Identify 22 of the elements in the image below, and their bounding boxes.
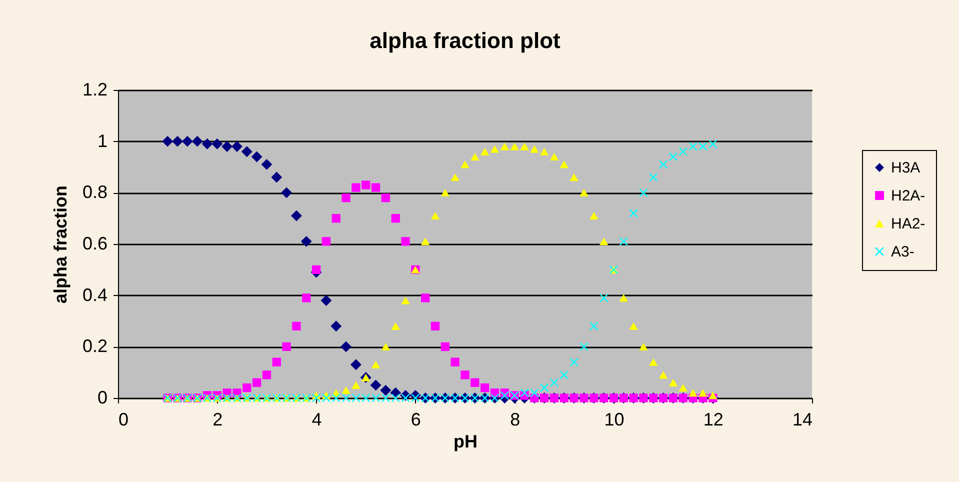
x-tick-label: 12 [703, 410, 724, 430]
x-tick-label: 0 [118, 410, 129, 430]
y-tick-label: 0.6 [82, 234, 108, 254]
x-tick-label: 2 [212, 410, 223, 430]
y-tick-label: 0.2 [82, 336, 108, 356]
y-tick-label: 0.8 [82, 182, 108, 202]
y-tick-label: 0 [97, 388, 108, 408]
legend-label: A3- [891, 244, 914, 260]
y-axis-title: alpha fraction [50, 185, 70, 304]
legend-label: HA2- [891, 216, 926, 232]
x-tick-label: 14 [792, 410, 812, 430]
y-tick-label: 1 [97, 130, 108, 151]
x-tick-label: 10 [604, 410, 624, 430]
x-tick-label: 8 [510, 410, 520, 430]
y-tick-label: 1.2 [82, 80, 108, 100]
legend-label: H3A [891, 160, 920, 176]
chart-title: alpha fraction plot [370, 28, 562, 53]
legend-label: H2A- [891, 188, 926, 204]
y-tick-label: 0.4 [82, 284, 108, 305]
x-tick-label: 6 [410, 410, 421, 430]
x-tick-label: 4 [312, 410, 322, 430]
x-axis-title: pH [454, 432, 478, 452]
